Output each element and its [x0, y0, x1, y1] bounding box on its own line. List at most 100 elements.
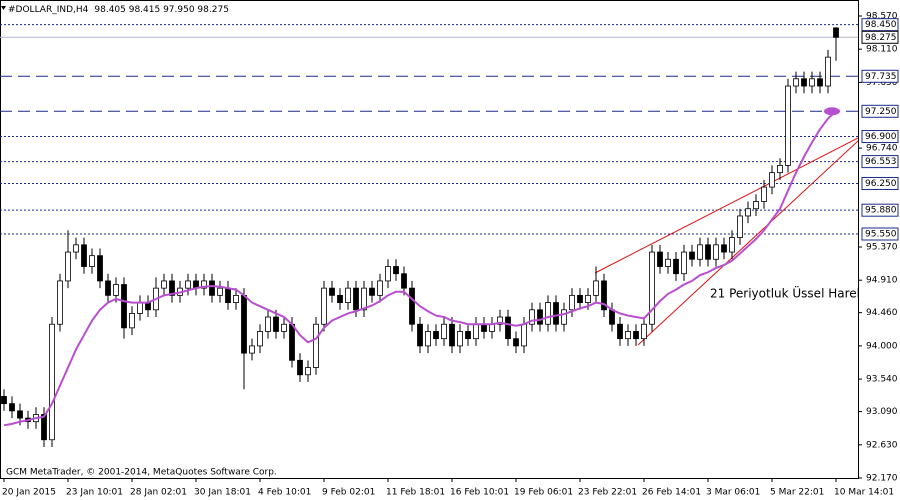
candle-body [281, 323, 287, 332]
candle-body [777, 165, 783, 174]
ema-end-marker [824, 107, 840, 116]
y-tick-label: 94.910 [866, 276, 898, 286]
level-box [861, 69, 899, 83]
candle-body [609, 309, 615, 325]
candle-body [481, 323, 487, 332]
candle-body [761, 186, 767, 202]
x-tick-label: 30 Jan 18:01 [194, 488, 251, 498]
x-tick-label: 10 Mar 14:01 [834, 488, 894, 498]
candle-body [417, 323, 423, 347]
candle-body [57, 280, 63, 325]
candle-body [9, 403, 15, 412]
candle-body [577, 294, 583, 303]
candle-body [161, 280, 167, 289]
candle-body [569, 294, 575, 311]
level-label: 96.250 [865, 179, 897, 189]
ohlc: 98.405 98.415 97.950 98.275 [94, 5, 229, 15]
candle-body [745, 208, 751, 217]
header-arrow [1, 6, 6, 10]
y-tick-label: 94.000 [866, 341, 898, 351]
x-tick-label: 16 Feb 10:01 [450, 488, 509, 498]
candle-body [97, 255, 103, 282]
candle-body [337, 294, 343, 303]
candle-body [673, 258, 679, 275]
candle-body [241, 294, 247, 354]
candle-body [529, 309, 535, 325]
candle-body [361, 287, 367, 311]
candle-body [65, 251, 71, 282]
candle-body [633, 331, 639, 340]
candle-body [17, 410, 23, 419]
y-tick-label: 94.460 [866, 308, 898, 318]
candle-body [601, 280, 607, 311]
annotation: 21 Periyotluk Üssel Hareketli Ortalama [710, 285, 900, 301]
candle-body [817, 78, 823, 87]
candle-body [313, 323, 319, 368]
candle-body [49, 323, 55, 441]
x-tick-label: 9 Feb 02:01 [322, 488, 375, 498]
candle-body [545, 302, 551, 325]
candle-body [401, 273, 407, 289]
candle-body [425, 331, 431, 347]
candle-body [649, 251, 655, 325]
candle-body [1, 396, 7, 405]
x-tick-label: 20 Jan 2015 [2, 488, 56, 498]
y-tick-label: 98.110 [866, 45, 898, 55]
level-label: 98.450 [865, 20, 897, 30]
candle-body [377, 280, 383, 296]
candle-body [345, 287, 351, 303]
candle-body [713, 244, 719, 260]
candle-body [137, 302, 143, 314]
candle-body [465, 331, 471, 340]
y-tick-label: 97.650 [866, 78, 898, 88]
level-label: 97.250 [865, 107, 897, 117]
y-tick-label: 98.570 [866, 12, 898, 22]
candle-body [297, 359, 303, 376]
x-tick-label: 19 Feb 06:01 [514, 488, 573, 498]
candle-body [217, 287, 223, 296]
candle-body [769, 172, 775, 188]
candle-body [353, 287, 359, 311]
y-tick-label: 92.170 [866, 474, 898, 484]
candle-body [89, 255, 95, 267]
x-tick-label: 11 Feb 18:01 [386, 488, 445, 498]
level-box [861, 176, 899, 190]
copyright: GCM MetaTrader, © 2001-2014, MetaQuotes … [6, 468, 277, 478]
trend-line [594, 137, 858, 274]
candle-body [617, 323, 623, 340]
candle-body [441, 323, 447, 340]
candle-body [385, 266, 391, 282]
y-tick-label: 92.630 [866, 440, 898, 450]
candle-body [289, 323, 295, 361]
candle-body [657, 251, 663, 267]
overlay: 98.570 98.110 97.650 96.740 95.370 94.910 94.4… [1, 5, 899, 498]
candle-body [129, 313, 135, 329]
level-label: 98.275 [865, 33, 897, 43]
level-box [861, 130, 899, 144]
candle-body [521, 323, 527, 347]
candle-body [81, 244, 87, 267]
candle-body [825, 56, 831, 87]
y-tick-label: 93.540 [866, 375, 898, 385]
candle-body [369, 287, 375, 296]
candle-body [145, 302, 151, 311]
candle-body [665, 258, 671, 267]
candle-body [625, 331, 631, 340]
y-tick-label: 95.370 [866, 243, 898, 253]
candle-body [329, 287, 335, 296]
candle-body [433, 331, 439, 340]
candle-body [105, 280, 111, 296]
candle-body [689, 251, 695, 260]
symbol: #DOLLAR_IND,H4 [8, 5, 89, 15]
level-label: 96.553 [865, 157, 897, 167]
candle-body [497, 316, 503, 325]
candle-body [73, 244, 79, 253]
candle-body [305, 367, 311, 376]
candle-body [729, 237, 735, 253]
candle-body [321, 287, 327, 325]
level-label: 95.880 [865, 206, 897, 216]
x-tick-label: 28 Jan 02:01 [130, 488, 187, 498]
candle-body [737, 215, 743, 239]
level-box [861, 155, 899, 169]
